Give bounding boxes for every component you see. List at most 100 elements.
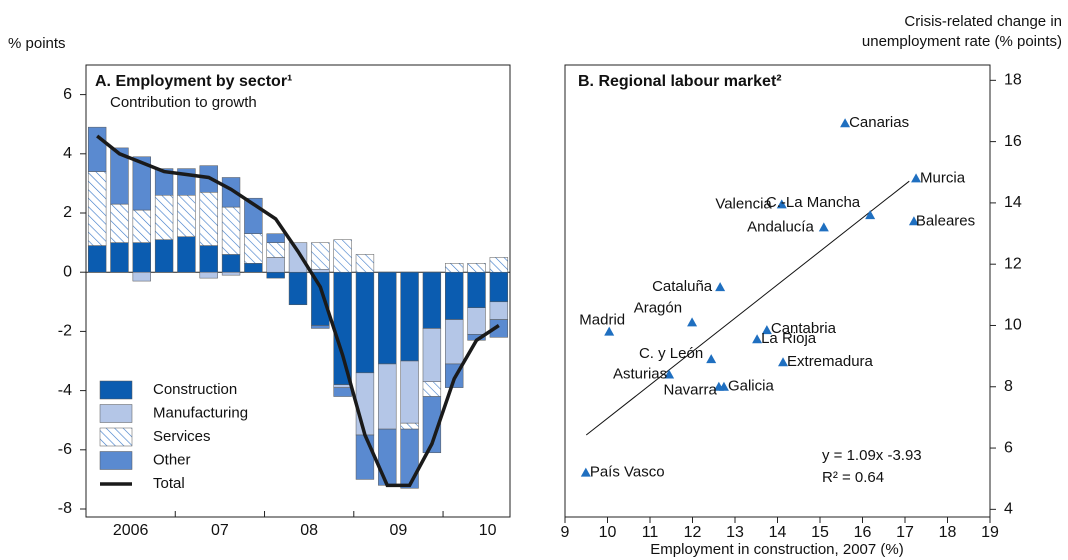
- bar-segment: [288, 271, 308, 306]
- point-label: Cantabria: [771, 320, 837, 337]
- bar-segment: [422, 396, 442, 454]
- y-tick-label: 14: [1004, 194, 1022, 211]
- bar-segment: [467, 307, 486, 335]
- x-tick-label: 16: [854, 524, 872, 541]
- bar-segment: [288, 242, 308, 273]
- bar-segment: [266, 242, 285, 258]
- x-tick-label: 14: [769, 524, 787, 541]
- y-tick-label: 0: [63, 263, 72, 280]
- y2-axis-label: Crisis-related change in: [904, 13, 1062, 30]
- panel-a-frame: [85, 64, 511, 518]
- y-tick-label: -2: [58, 323, 72, 340]
- point-label: Canarias: [849, 114, 909, 131]
- point-label: Extremadura: [787, 353, 874, 370]
- bar-segment: [422, 271, 442, 329]
- trend-line: [585, 180, 910, 436]
- point: [908, 216, 919, 226]
- point: [818, 222, 829, 232]
- bar-segment: [177, 194, 196, 237]
- bar-segment: [110, 242, 129, 273]
- bar-segment: [132, 242, 151, 273]
- x-tick-label: 07: [211, 522, 229, 539]
- bar-segment: [378, 363, 397, 430]
- point: [604, 326, 615, 336]
- bar-segment: [221, 206, 241, 255]
- bar-segment: [355, 254, 375, 273]
- bar-segment: [110, 147, 129, 205]
- bar-segment: [400, 271, 419, 362]
- x-tick-label: 12: [684, 524, 702, 541]
- bar-segment: [87, 245, 107, 273]
- y-axis-label: % points: [8, 35, 66, 52]
- point: [840, 118, 851, 128]
- bar-segment: [132, 209, 151, 243]
- point: [911, 173, 922, 183]
- bar-segment: [221, 177, 241, 208]
- annotation: R² = 0.64: [822, 469, 884, 486]
- bar-segment: [333, 271, 352, 385]
- y2-axis-label: unemployment rate (% points): [862, 33, 1062, 50]
- legend-swatch: [99, 404, 133, 423]
- bar-segment: [266, 233, 285, 243]
- annotation: y = 1.09x -3.93: [822, 447, 922, 464]
- point: [687, 317, 698, 327]
- bar-segment: [266, 257, 285, 273]
- bar-segment: [355, 271, 375, 374]
- bar-segment: [400, 428, 419, 489]
- point: [580, 467, 591, 477]
- y-tick-label: 6: [1004, 439, 1013, 456]
- bar-segment: [333, 384, 352, 388]
- point: [865, 210, 876, 220]
- point: [706, 354, 717, 364]
- legend-swatch: [99, 380, 133, 400]
- legend-swatch: [99, 427, 133, 447]
- bar-segment: [445, 263, 464, 273]
- x-tick-label: 08: [300, 522, 318, 539]
- y-tick-label: 6: [63, 86, 72, 103]
- bar-segment: [199, 192, 218, 246]
- panel-a-title: A. Employment by sector¹: [95, 73, 292, 90]
- x-tick-label: 10: [599, 524, 617, 541]
- point: [718, 381, 729, 391]
- point-label: Galicia: [728, 378, 775, 395]
- bar-segment: [199, 271, 218, 279]
- bar-segment: [311, 268, 330, 273]
- y-tick-label: 4: [1004, 501, 1013, 518]
- bar-segment: [177, 236, 196, 273]
- bar-segment: [333, 387, 352, 397]
- bar-segment: [378, 271, 397, 365]
- point: [664, 369, 675, 379]
- point-label: Cataluña: [652, 278, 713, 295]
- bar-segment: [311, 242, 330, 270]
- bar-segment: [154, 168, 174, 196]
- legend-swatch: [99, 451, 133, 470]
- point-label: País Vasco: [590, 464, 665, 481]
- bar-segment: [199, 245, 218, 273]
- legend-label: Total: [153, 475, 185, 492]
- point: [761, 325, 772, 335]
- bar-segment: [400, 360, 419, 424]
- y-tick-label: 16: [1004, 133, 1022, 150]
- x-tick-label: 9: [561, 524, 570, 541]
- y-tick-label: -6: [58, 441, 72, 458]
- point-label: C.-La Mancha: [766, 194, 861, 211]
- point-label: La Rioja: [761, 330, 817, 347]
- bar-segment: [445, 319, 464, 365]
- point: [715, 282, 726, 292]
- bar-segment: [244, 263, 263, 273]
- point-label: Valencia: [715, 195, 772, 212]
- x-tick-label: 11: [642, 524, 659, 541]
- bar-segment: [355, 434, 375, 480]
- point-label: Murcia: [920, 169, 966, 186]
- bar-segment: [489, 319, 509, 338]
- point: [776, 199, 787, 209]
- bar-segment: [422, 381, 442, 397]
- panel-b-frame: [564, 64, 991, 518]
- point: [752, 334, 763, 344]
- y-tick-label: 4: [63, 145, 72, 162]
- bar-segment: [467, 263, 486, 273]
- y-tick-label: 12: [1004, 255, 1022, 272]
- bar-segment: [489, 257, 509, 273]
- x-tick-label: 10: [479, 522, 497, 539]
